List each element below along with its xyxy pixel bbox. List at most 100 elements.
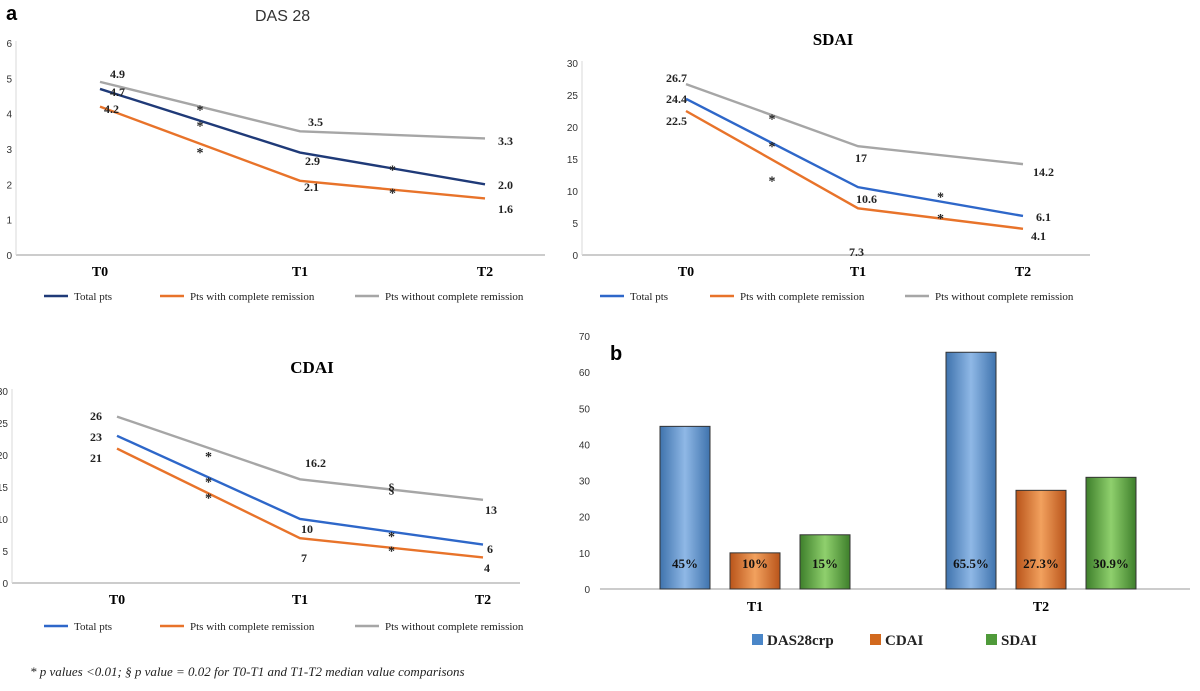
bars-ytick: 40 [579,440,591,451]
sdai-significance-mark: * [937,212,944,227]
das28-ytick: 3 [6,145,12,156]
cdai-legend-item: Pts with complete remission [190,621,315,633]
das28-data-label: 4.9 [110,67,125,81]
sdai-data-label: 10.6 [856,192,877,206]
das28-data-label: 3.5 [308,115,323,129]
bar-das28crp-t1 [659,425,711,590]
sdai-series-line [685,109,1024,230]
bar-value-label: 30.9% [1093,556,1129,571]
sdai-significance-mark: * [937,190,944,205]
bar-value-label: 65.5% [953,556,989,571]
bars-ytick: 70 [579,332,591,343]
sdai-data-label: 7.3 [849,245,864,259]
cdai-series-line [116,415,484,501]
sdai-xtick: T0 [678,265,694,280]
cdai-data-label: 7 [301,551,307,565]
sdai-xtick: T2 [1015,265,1031,280]
cdai-series-line [116,447,484,559]
das28-ytick: 0 [6,251,12,262]
bars-legend-swatch [752,634,763,645]
das28-data-label: 4.2 [104,102,119,116]
sdai-data-label: 14.2 [1033,165,1054,179]
cdai-data-label: 21 [90,451,102,465]
sdai-ytick: 5 [572,219,578,230]
cdai-xtick: T0 [109,593,125,608]
sdai-series-line [685,97,1024,218]
sdai-ytick: 15 [567,155,579,166]
cdai-ytick: 0 [2,579,8,590]
sdai-data-label: 17 [855,151,867,165]
bar-das28crp-t2 [945,351,997,590]
das28-ytick: 6 [6,39,12,50]
das28-significance-mark: * [389,163,396,178]
cdai-xtick: T1 [292,593,308,608]
chart-das28: DAS 28 0 1 2 3 4 5 6 T0 T1 T2 4.9 3.5 3.3 4.7 2.9 2.0 4.2… [6,8,545,303]
das28-significance-mark: * [197,119,204,134]
das28-data-label: 2.0 [498,178,513,192]
chart-sdai: SDAI 0 5 10 15 20 25 30 T0 T1 T2 26.7 17 14.2 24.4 10.6… [567,30,1090,303]
sdai-ytick: 25 [567,91,579,102]
bars-legend-swatch [986,634,997,645]
sdai-legend-item: Pts with complete remission [740,291,865,303]
bars-ytick: 0 [584,585,590,596]
cdai-data-label: 13 [485,503,497,517]
bars-ytick: 50 [579,404,591,415]
cdai-data-label: 6 [487,542,493,556]
das28-xtick: T2 [477,265,493,280]
bars-legend-swatch [870,634,881,645]
das28-series-line [99,87,486,186]
bars-legend-item: DAS28crp [767,633,834,649]
das28-significance-mark: * [197,103,204,118]
das28-significance-mark: * [197,146,204,161]
das28-series-line [99,105,486,200]
das28-legend-item: Pts with complete remission [190,291,315,303]
chart-cdai: CDAI 0 5 10 15 20 25 30 T0 T1 T2 26 16.2 13 23 10 6 21 7 4 *… [0,358,524,633]
cdai-xtick: T2 [475,593,491,608]
panel-label-b: b [610,343,622,365]
das28-data-label: 1.6 [498,202,513,216]
bars-legend-item: SDAI [1001,633,1037,649]
sdai-data-label: 22.5 [666,114,687,128]
das28-ytick: 4 [6,110,12,121]
cdai-data-label: 16.2 [305,456,326,470]
sdai-data-label: 26.7 [666,71,687,85]
cdai-ytick: 10 [0,515,8,526]
sdai-ytick: 20 [567,123,579,134]
bar-sdai-t1 [799,534,851,590]
sdai-data-label: 6.1 [1036,210,1051,224]
sdai-significance-mark: * [769,112,776,127]
das28-significance-mark: * [389,186,396,201]
das28-ytick: 5 [6,74,12,85]
cdai-series-line [116,434,484,546]
sdai-data-label: 24.4 [666,92,687,106]
bar-value-label: 45% [672,556,698,571]
sdai-xtick: T1 [850,265,866,280]
bars-xtick: T2 [1033,600,1049,615]
bar-sdai-t2 [1085,476,1137,590]
sdai-legend-item: Pts without complete remission [935,291,1074,303]
footnote: * p values <0.01; § p value = 0.02 for T… [30,664,465,679]
das28-data-label: 2.1 [304,180,319,194]
das28-series-line [99,80,486,140]
cdai-data-label: 23 [90,430,102,444]
cdai-ytick: 15 [0,483,8,494]
das28-xtick: T1 [292,265,308,280]
chart-remission-bars: 0 10 20 30 40 50 60 70 45% 10% 15% T1 65.5% 27.3% 30.9… [579,332,1190,649]
bars-ytick: 20 [579,513,591,524]
cdai-significance-mark: * [205,492,212,507]
bar-value-label: 10% [742,556,768,571]
das28-ytick: 1 [6,216,12,227]
das28-data-label: 3.3 [498,134,513,148]
cdai-significance-mark: * [205,476,212,491]
bars-xtick: T1 [747,600,763,615]
cdai-ytick: 30 [0,387,8,398]
cdai-significance-mark: * [388,530,395,545]
das28-ytick: 2 [6,180,12,191]
cdai-title: CDAI [290,358,334,377]
bar-value-label: 27.3% [1023,556,1059,571]
cdai-significance-mark: * [205,450,212,465]
sdai-title: SDAI [813,30,854,49]
cdai-data-label: 10 [301,522,313,536]
das28-xtick: T0 [92,265,108,280]
